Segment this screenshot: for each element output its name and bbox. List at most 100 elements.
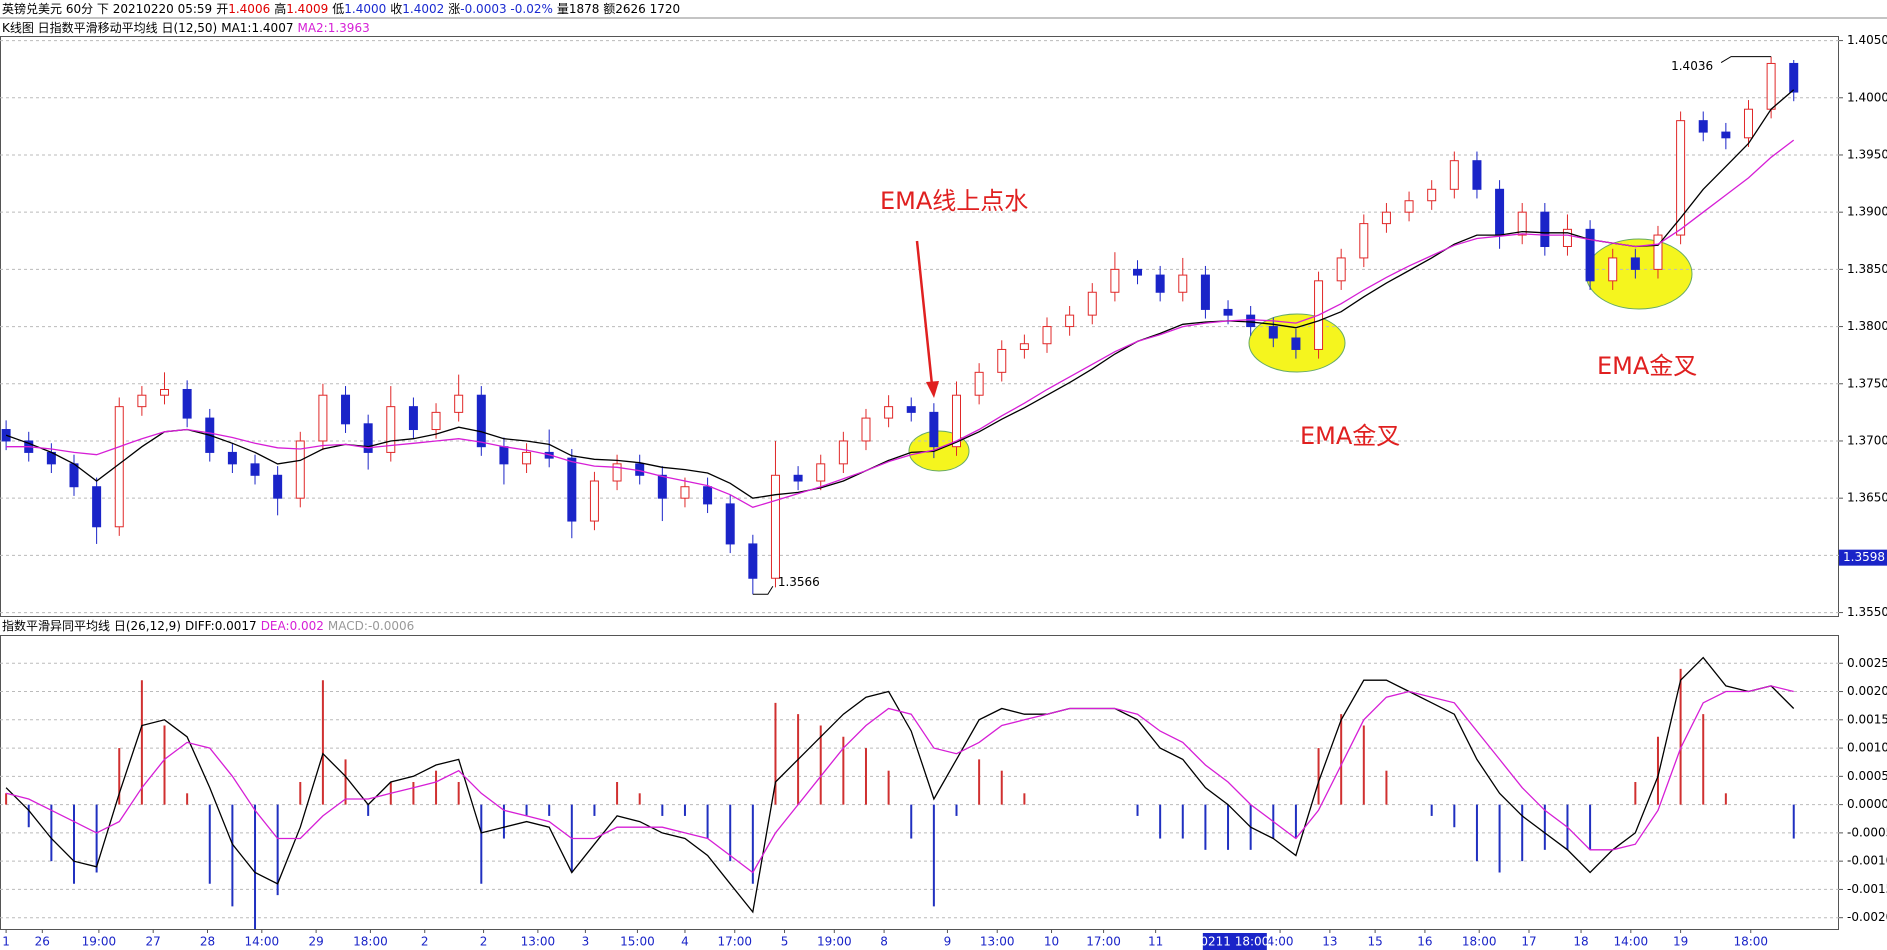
- x-tick-label: 5: [781, 935, 789, 949]
- x-cursor-tag: [1202, 933, 1267, 950]
- arrow-head: [926, 381, 939, 398]
- x-tick-label: 17: [1521, 935, 1536, 949]
- candle-body: [1155, 274, 1165, 293]
- y-tick-label: 1.3550: [1847, 605, 1887, 619]
- x-tick-label: 4:00: [1267, 935, 1294, 949]
- candle-body: [1676, 120, 1686, 236]
- y-tick-label: 1.3800: [1847, 319, 1887, 333]
- quote-field: 高: [274, 2, 287, 16]
- x-cursor-label: 0211 18:00: [1200, 935, 1269, 949]
- legend-name: MA1:: [221, 21, 252, 35]
- x-tick-label: 10: [1044, 935, 1059, 949]
- y-tick-label: 1.3750: [1847, 376, 1887, 390]
- candle-body: [1562, 228, 1572, 247]
- candle-body: [1472, 160, 1482, 190]
- candle-body: [1359, 223, 1369, 259]
- quote-field: 1.4006: [228, 2, 271, 16]
- extreme-leader: [1720, 56, 1772, 64]
- quote-field: 1.4002: [402, 2, 445, 16]
- y-tick-label: 0.0015: [1847, 712, 1887, 726]
- y-tick-label: 1.3700: [1847, 433, 1887, 447]
- candle-body: [160, 388, 170, 396]
- candle-body: [1042, 326, 1052, 345]
- x-tick-label: 18: [1573, 935, 1588, 949]
- x-tick-label: 2: [480, 935, 488, 949]
- candle-body: [1110, 268, 1120, 293]
- x-tick-label: 15: [1367, 935, 1382, 949]
- x-tick-label: 9: [944, 935, 952, 949]
- x-tick-label: 13: [1322, 935, 1337, 949]
- quote-field: 英镑兑美元 60分 下 20210220 05:59: [2, 2, 213, 16]
- candle-body: [1336, 257, 1346, 282]
- candle-body: [974, 371, 984, 396]
- legend-name: MA2:: [297, 21, 328, 35]
- candle-body: [1381, 211, 1391, 225]
- candle-body: [454, 394, 464, 413]
- extreme-leader: [752, 585, 774, 595]
- y-tick-label: 0.0020: [1847, 684, 1887, 698]
- candle-body: [951, 394, 961, 448]
- candle-body: [1427, 188, 1437, 202]
- min-label: 1.3566: [778, 575, 820, 589]
- quote-field: -0.0003 -0.02%: [460, 2, 553, 16]
- highlight-ellipse: [1585, 238, 1693, 310]
- arrow: [915, 240, 934, 386]
- plot: 1.35501.36001.36501.37001.37501.38001.38…: [0, 33, 1887, 950]
- x-tick-label: 4: [681, 935, 689, 949]
- line-series: [5, 656, 1795, 914]
- candle-body: [1540, 211, 1550, 247]
- candle-body: [1223, 308, 1233, 316]
- y-tick-label: -0.0010: [1847, 854, 1887, 868]
- candle-body: [1698, 120, 1708, 133]
- candle-body: [137, 394, 147, 408]
- candle-body: [1178, 274, 1188, 293]
- x-tick-label: 18:00: [1462, 935, 1497, 949]
- candle-body: [1743, 108, 1753, 139]
- y-tick-label: 1.3650: [1847, 491, 1887, 505]
- quote-header: 英镑兑美元 60分 下 20210220 05:59 开1.4006 高1.4009…: [2, 1, 684, 17]
- x-tick-label: 3: [582, 935, 590, 949]
- y-tick-label: 0.0005: [1847, 769, 1887, 783]
- quote-field: 涨: [448, 2, 461, 16]
- x-tick-label: 8: [880, 935, 888, 949]
- x-tick-label: 29: [308, 935, 323, 949]
- cursor-label: 1.3598: [1843, 550, 1885, 564]
- candle-body: [770, 474, 780, 579]
- panel-title: K线图 日指数平滑移动平均线 日(12,50): [2, 21, 218, 35]
- candle-body: [748, 543, 758, 579]
- candle-body: [838, 440, 848, 465]
- candle-body: [1517, 211, 1527, 236]
- legend-name: DEA:: [260, 619, 290, 633]
- x-tick-label: 13:00: [980, 935, 1015, 949]
- cursor-tag: [1839, 549, 1887, 566]
- panel-title: 指数平滑异同平均线 日(26,12,9): [2, 619, 181, 633]
- line-series: [5, 89, 1795, 499]
- line-series: [5, 685, 1794, 874]
- y-tick-label: 1.4050: [1847, 33, 1887, 47]
- x-tick-label: 14:00: [1614, 935, 1649, 949]
- candle-body: [182, 388, 192, 419]
- x-tick-label: 15:00: [620, 935, 655, 949]
- candle-body: [861, 417, 871, 442]
- y-tick-label: 1.3900: [1847, 205, 1887, 219]
- quote-field: 开: [216, 2, 229, 16]
- candle-body: [499, 446, 509, 465]
- candle-body: [273, 474, 283, 499]
- x-tick-label: 2: [421, 935, 429, 949]
- candle-body: [884, 406, 894, 419]
- x-tick-label: 17:00: [1086, 935, 1121, 949]
- candle-body: [635, 463, 645, 476]
- candle-body: [1585, 228, 1595, 282]
- x-tick-label: 14:00: [245, 935, 280, 949]
- x-tick-label: 18:00: [1733, 935, 1768, 949]
- y-tick-label: 0.0025: [1847, 656, 1887, 670]
- candle-body: [431, 411, 441, 431]
- candle-body: [703, 486, 713, 505]
- max-label: 1.4036: [1671, 59, 1713, 73]
- candle-body: [906, 406, 916, 413]
- candle-body: [227, 451, 237, 465]
- quote-field: 低: [332, 2, 345, 16]
- candle-body: [1019, 343, 1029, 350]
- candle-body: [92, 486, 102, 528]
